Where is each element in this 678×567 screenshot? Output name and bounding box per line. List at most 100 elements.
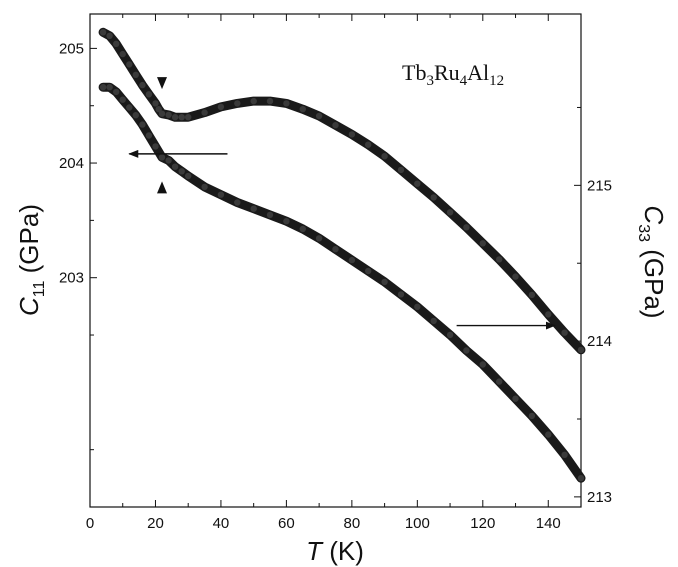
- series-1-point: [217, 103, 225, 111]
- series-1-point: [512, 273, 519, 280]
- series-1-point: [234, 100, 241, 107]
- series-1-point: [315, 112, 323, 120]
- y-right-tick-label: 214: [587, 333, 612, 350]
- series-2-point: [165, 157, 172, 164]
- x-axis-title: T (K): [306, 536, 364, 566]
- series-1-point: [126, 61, 133, 68]
- y-right-axis-title: C33 (GPa): [635, 205, 669, 318]
- series-2-point: [332, 246, 339, 253]
- series-1-point: [266, 97, 274, 105]
- series-2-point: [299, 225, 306, 233]
- series-1-point: [332, 122, 339, 129]
- series-1-point: [113, 40, 120, 47]
- series-2-point: [545, 431, 552, 438]
- series-2-point: [414, 303, 421, 310]
- x-tick-label: 140: [536, 515, 561, 532]
- series-1-point: [185, 114, 192, 121]
- series-1-point: [479, 240, 486, 247]
- series-2-point: [561, 451, 568, 458]
- series-2-point: [119, 96, 126, 103]
- y-left-tick-label: 205: [59, 40, 84, 57]
- series-2-point: [430, 317, 437, 325]
- series-2-point: [463, 347, 470, 354]
- series-1-point: [178, 114, 185, 121]
- series-2-point: [365, 267, 372, 275]
- transition-marker: [157, 77, 168, 90]
- series-2-point: [113, 88, 120, 96]
- series-2-line: [98, 82, 586, 483]
- series-1-point: [158, 110, 166, 117]
- series-1-point: [561, 329, 568, 336]
- series-2-point: [397, 291, 405, 298]
- series-1-point: [365, 141, 372, 148]
- series-2-point: [145, 132, 153, 139]
- plot-frame: [89, 13, 582, 508]
- series-2-point: [479, 361, 486, 368]
- transition-marker: [157, 181, 168, 194]
- series-2-point: [132, 112, 139, 119]
- series-1-point: [119, 50, 126, 58]
- x-tick-label: 100: [405, 515, 430, 532]
- series-2-point: [348, 256, 356, 264]
- series-1-point: [106, 32, 113, 39]
- series-1-point: [414, 180, 421, 187]
- x-tick-label: 0: [86, 515, 94, 532]
- series-2-point: [234, 199, 241, 206]
- series-2-point: [178, 168, 185, 175]
- series-1-point: [171, 114, 179, 121]
- series-1-point: [299, 106, 306, 113]
- series-1-point: [446, 209, 454, 216]
- y-left-axis-title: C11 (GPa): [14, 204, 48, 316]
- series-2-point: [446, 331, 454, 339]
- series-1-point: [577, 346, 585, 354]
- series-1-point: [496, 256, 503, 263]
- series-1-point: [165, 111, 172, 119]
- series-1-point: [250, 97, 257, 105]
- series-1-point: [283, 100, 290, 107]
- x-tick-label: 60: [278, 515, 295, 532]
- series-2-point: [185, 172, 192, 180]
- series-2-point: [217, 191, 225, 198]
- x-tick-label: 40: [213, 515, 230, 532]
- series-2-point: [201, 183, 208, 191]
- series-2-point: [381, 278, 388, 286]
- series-1-point: [201, 109, 208, 116]
- axis-labels: T (K) C11 (GPa) C33 (GPa) Tb3Ru4Al12: [14, 60, 669, 566]
- y-right-tick-label: 215: [587, 177, 612, 194]
- series-2-point: [106, 84, 113, 91]
- series-1-point: [139, 81, 146, 89]
- x-tick-label: 20: [147, 515, 164, 532]
- series-1-point: [528, 291, 536, 299]
- series-1-point: [145, 91, 153, 98]
- series-1-point: [430, 194, 437, 201]
- chart-marks: 0 20 40 60 80 100 120 140 203 204 205 213 214 215: [59, 14, 612, 532]
- series-2-point: [577, 475, 585, 482]
- series-1-point: [99, 29, 107, 36]
- series-2-point: [528, 412, 536, 420]
- x-tick-label: 80: [344, 515, 361, 532]
- series-2-point: [171, 163, 179, 170]
- series-1-point: [545, 311, 552, 318]
- series-1-point: [348, 131, 356, 138]
- series-2-point: [512, 395, 519, 402]
- series-2-point: [99, 84, 107, 91]
- series-1-point: [397, 166, 405, 174]
- series-2-point: [266, 211, 274, 219]
- series-1-point: [155, 106, 162, 113]
- series-1-point: [463, 224, 470, 231]
- y-left-tick-label: 204: [59, 155, 84, 172]
- series-2-point: [126, 104, 133, 111]
- series-2-point: [139, 121, 146, 128]
- y-right-tick-label: 213: [587, 489, 612, 506]
- y-left-tick-label: 203: [59, 270, 84, 287]
- series-2-point: [152, 143, 159, 150]
- series-1-point: [132, 71, 139, 79]
- series-1-point: [381, 153, 388, 160]
- compound-annotation: Tb3Ru4Al12: [402, 60, 504, 89]
- series-2-point: [315, 235, 323, 242]
- series-2-point: [158, 154, 166, 161]
- series-2-point: [250, 205, 257, 212]
- series-2-point: [496, 378, 503, 385]
- series-1-point: [152, 100, 159, 107]
